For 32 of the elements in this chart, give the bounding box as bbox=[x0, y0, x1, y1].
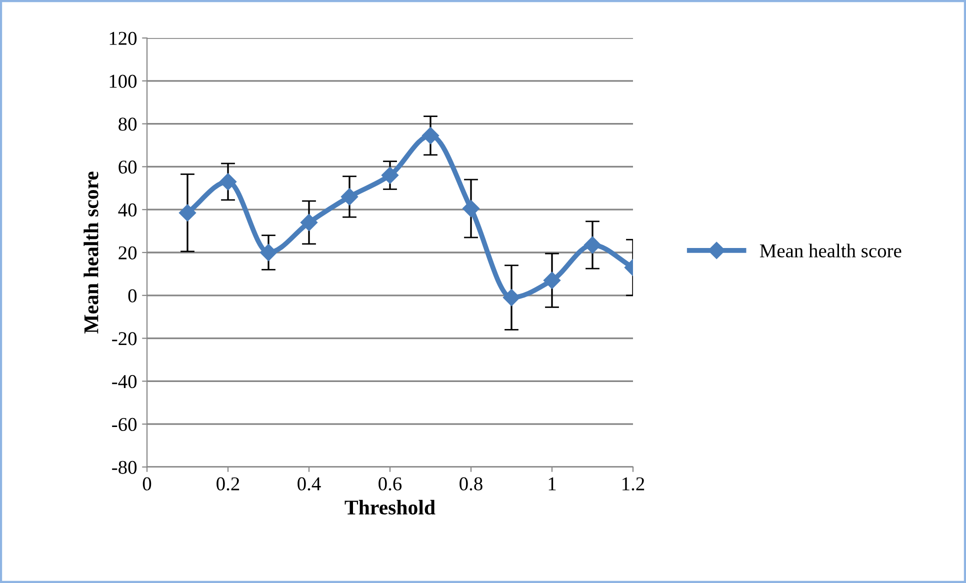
x-tick-label: 0.2 bbox=[216, 477, 240, 490]
y-tick-label: 100 bbox=[110, 74, 137, 88]
legend-label: Mean health score bbox=[760, 244, 902, 258]
y-axis-title: Mean health score bbox=[84, 172, 98, 334]
x-tick-label: 0.8 bbox=[460, 477, 482, 490]
y-tick-label: 60 bbox=[118, 160, 137, 174]
point bbox=[340, 188, 358, 206]
point bbox=[178, 204, 196, 222]
x-tick-label: 0 bbox=[142, 477, 152, 490]
y-tick-label: -20 bbox=[112, 332, 137, 346]
point bbox=[381, 166, 399, 184]
point bbox=[543, 272, 561, 289]
point bbox=[260, 244, 278, 262]
y-tick-label: -80 bbox=[112, 460, 137, 474]
point bbox=[219, 173, 237, 190]
x-tick-label: 0.4 bbox=[298, 477, 321, 490]
point bbox=[462, 200, 480, 218]
x-axis-title: Threshold bbox=[344, 500, 436, 515]
y-tick-label: -40 bbox=[112, 375, 137, 388]
point bbox=[422, 127, 440, 144]
y-tick-label: -60 bbox=[112, 418, 137, 432]
point bbox=[584, 236, 602, 254]
y-tick-label: 20 bbox=[118, 246, 137, 260]
x-tick-label: 1 bbox=[548, 477, 556, 490]
point bbox=[502, 288, 520, 306]
y-tick-label: 40 bbox=[118, 203, 137, 217]
y-tick-label: 0 bbox=[128, 289, 137, 302]
point bbox=[300, 214, 318, 232]
y-tick-label: 120 bbox=[110, 32, 137, 45]
y-tick-label: 80 bbox=[118, 118, 137, 131]
x-tick-label: 1.2 bbox=[622, 477, 644, 490]
x-tick-label: 0.6 bbox=[378, 477, 402, 490]
